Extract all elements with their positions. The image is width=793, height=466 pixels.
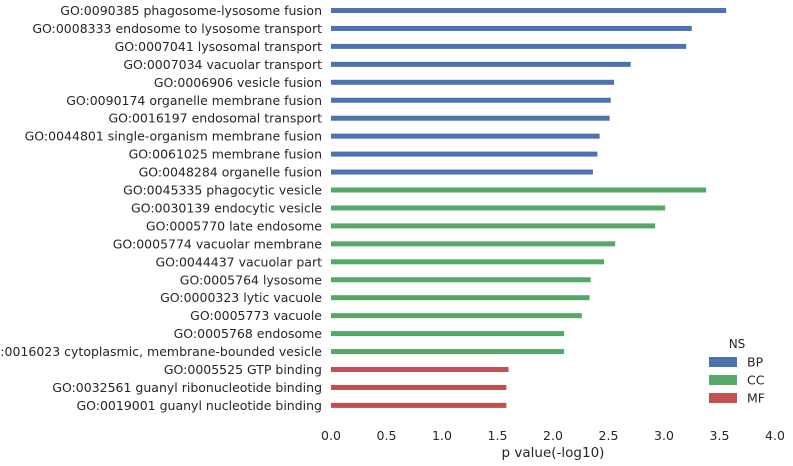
legend-swatch [709,393,737,403]
bar [331,277,591,283]
bar [331,97,611,103]
bar [331,367,509,372]
bar [331,169,593,175]
x-tick-label: 3.0 [654,428,674,443]
bar [331,331,565,337]
bar [331,402,507,408]
category-label: GO:0032561 guanyl ribonucleotide binding [52,380,322,395]
category-label: GO:0044801 single-organism membrane fusi… [25,129,322,144]
category-label: GO:0005525 GTP binding [164,362,322,377]
legend-swatch [709,375,737,385]
category-label: GO:0090385 phagosome-lysosome fusion [60,3,322,18]
bar [331,43,687,49]
category-label: GO:0030139 endocytic vesicle [131,200,322,215]
bar [331,8,727,13]
legend-label: MF [747,391,765,406]
category-labels: GO:0090385 phagosome-lysosome fusion GO:0… [0,3,322,413]
category-label: GO:0007034 vacuolar transport [123,57,322,72]
category-label: GO:0005768 endosome [174,326,323,341]
bar [331,133,600,139]
bar [331,241,616,247]
legend-entries: BP CC MF [709,355,765,406]
category-label: GO:0006906 vesicle fusion [154,75,322,90]
category-label: GO:0005773 vacuole [190,308,322,323]
bar [331,223,656,229]
bar [331,205,666,211]
category-label: GO:0005770 late endosome [146,218,322,233]
legend: NS BP CC MF [709,337,765,406]
bar [331,384,507,390]
category-label: GO:0007041 lysosomal transport [115,39,322,54]
bar [331,349,565,355]
bar [331,79,615,85]
bar [331,187,707,193]
bar [331,313,582,319]
bar [331,115,610,121]
x-axis-title: p value(-log10) [502,445,605,461]
x-tick-label: 1.5 [488,428,508,443]
x-tick-label: 2.0 [543,428,563,443]
x-tick-label: 3.5 [710,428,730,443]
x-tick-label: 0.5 [377,428,397,443]
category-label: GO:0008333 endosome to lysosome transpor… [32,21,322,36]
x-tick-label: 4.0 [765,428,785,443]
category-label: GO:0016197 endosomal transport [108,111,322,126]
category-label: GO:0016023 cytoplasmic, membrane-bounded… [0,344,322,359]
x-tick-label: 1.0 [432,428,452,443]
legend-label: CC [747,373,765,388]
bar [331,259,605,265]
x-axis-ticks: 0.0 0.5 1.0 1.5 2.0 2.5 3.0 3.5 4.0 [321,428,785,443]
category-label: GO:0090174 organelle membrane fusion [66,93,322,108]
legend-label: BP [747,355,764,370]
legend-title: NS [729,337,746,351]
category-label: GO:0045335 phagocytic vesicle [123,183,322,198]
category-label: GO:0061025 membrane fusion [129,147,322,162]
x-tick-label: 0.0 [321,428,341,443]
bars-layer [331,8,727,408]
bar [331,61,631,67]
bar [331,295,590,301]
category-label: GO:0044437 vacuolar part [155,254,322,269]
category-label: GO:0000323 lytic vacuole [160,290,322,305]
bar [331,25,692,31]
category-label: GO:0005774 vacuolar membrane [113,236,323,251]
x-tick-label: 2.5 [599,428,619,443]
bar [331,151,598,157]
category-label: GO:0005764 lysosome [180,272,323,287]
category-label: GO:0048284 organelle fusion [139,165,322,180]
legend-swatch [709,357,737,367]
category-label: GO:0019001 guanyl nucleotide binding [76,398,322,413]
